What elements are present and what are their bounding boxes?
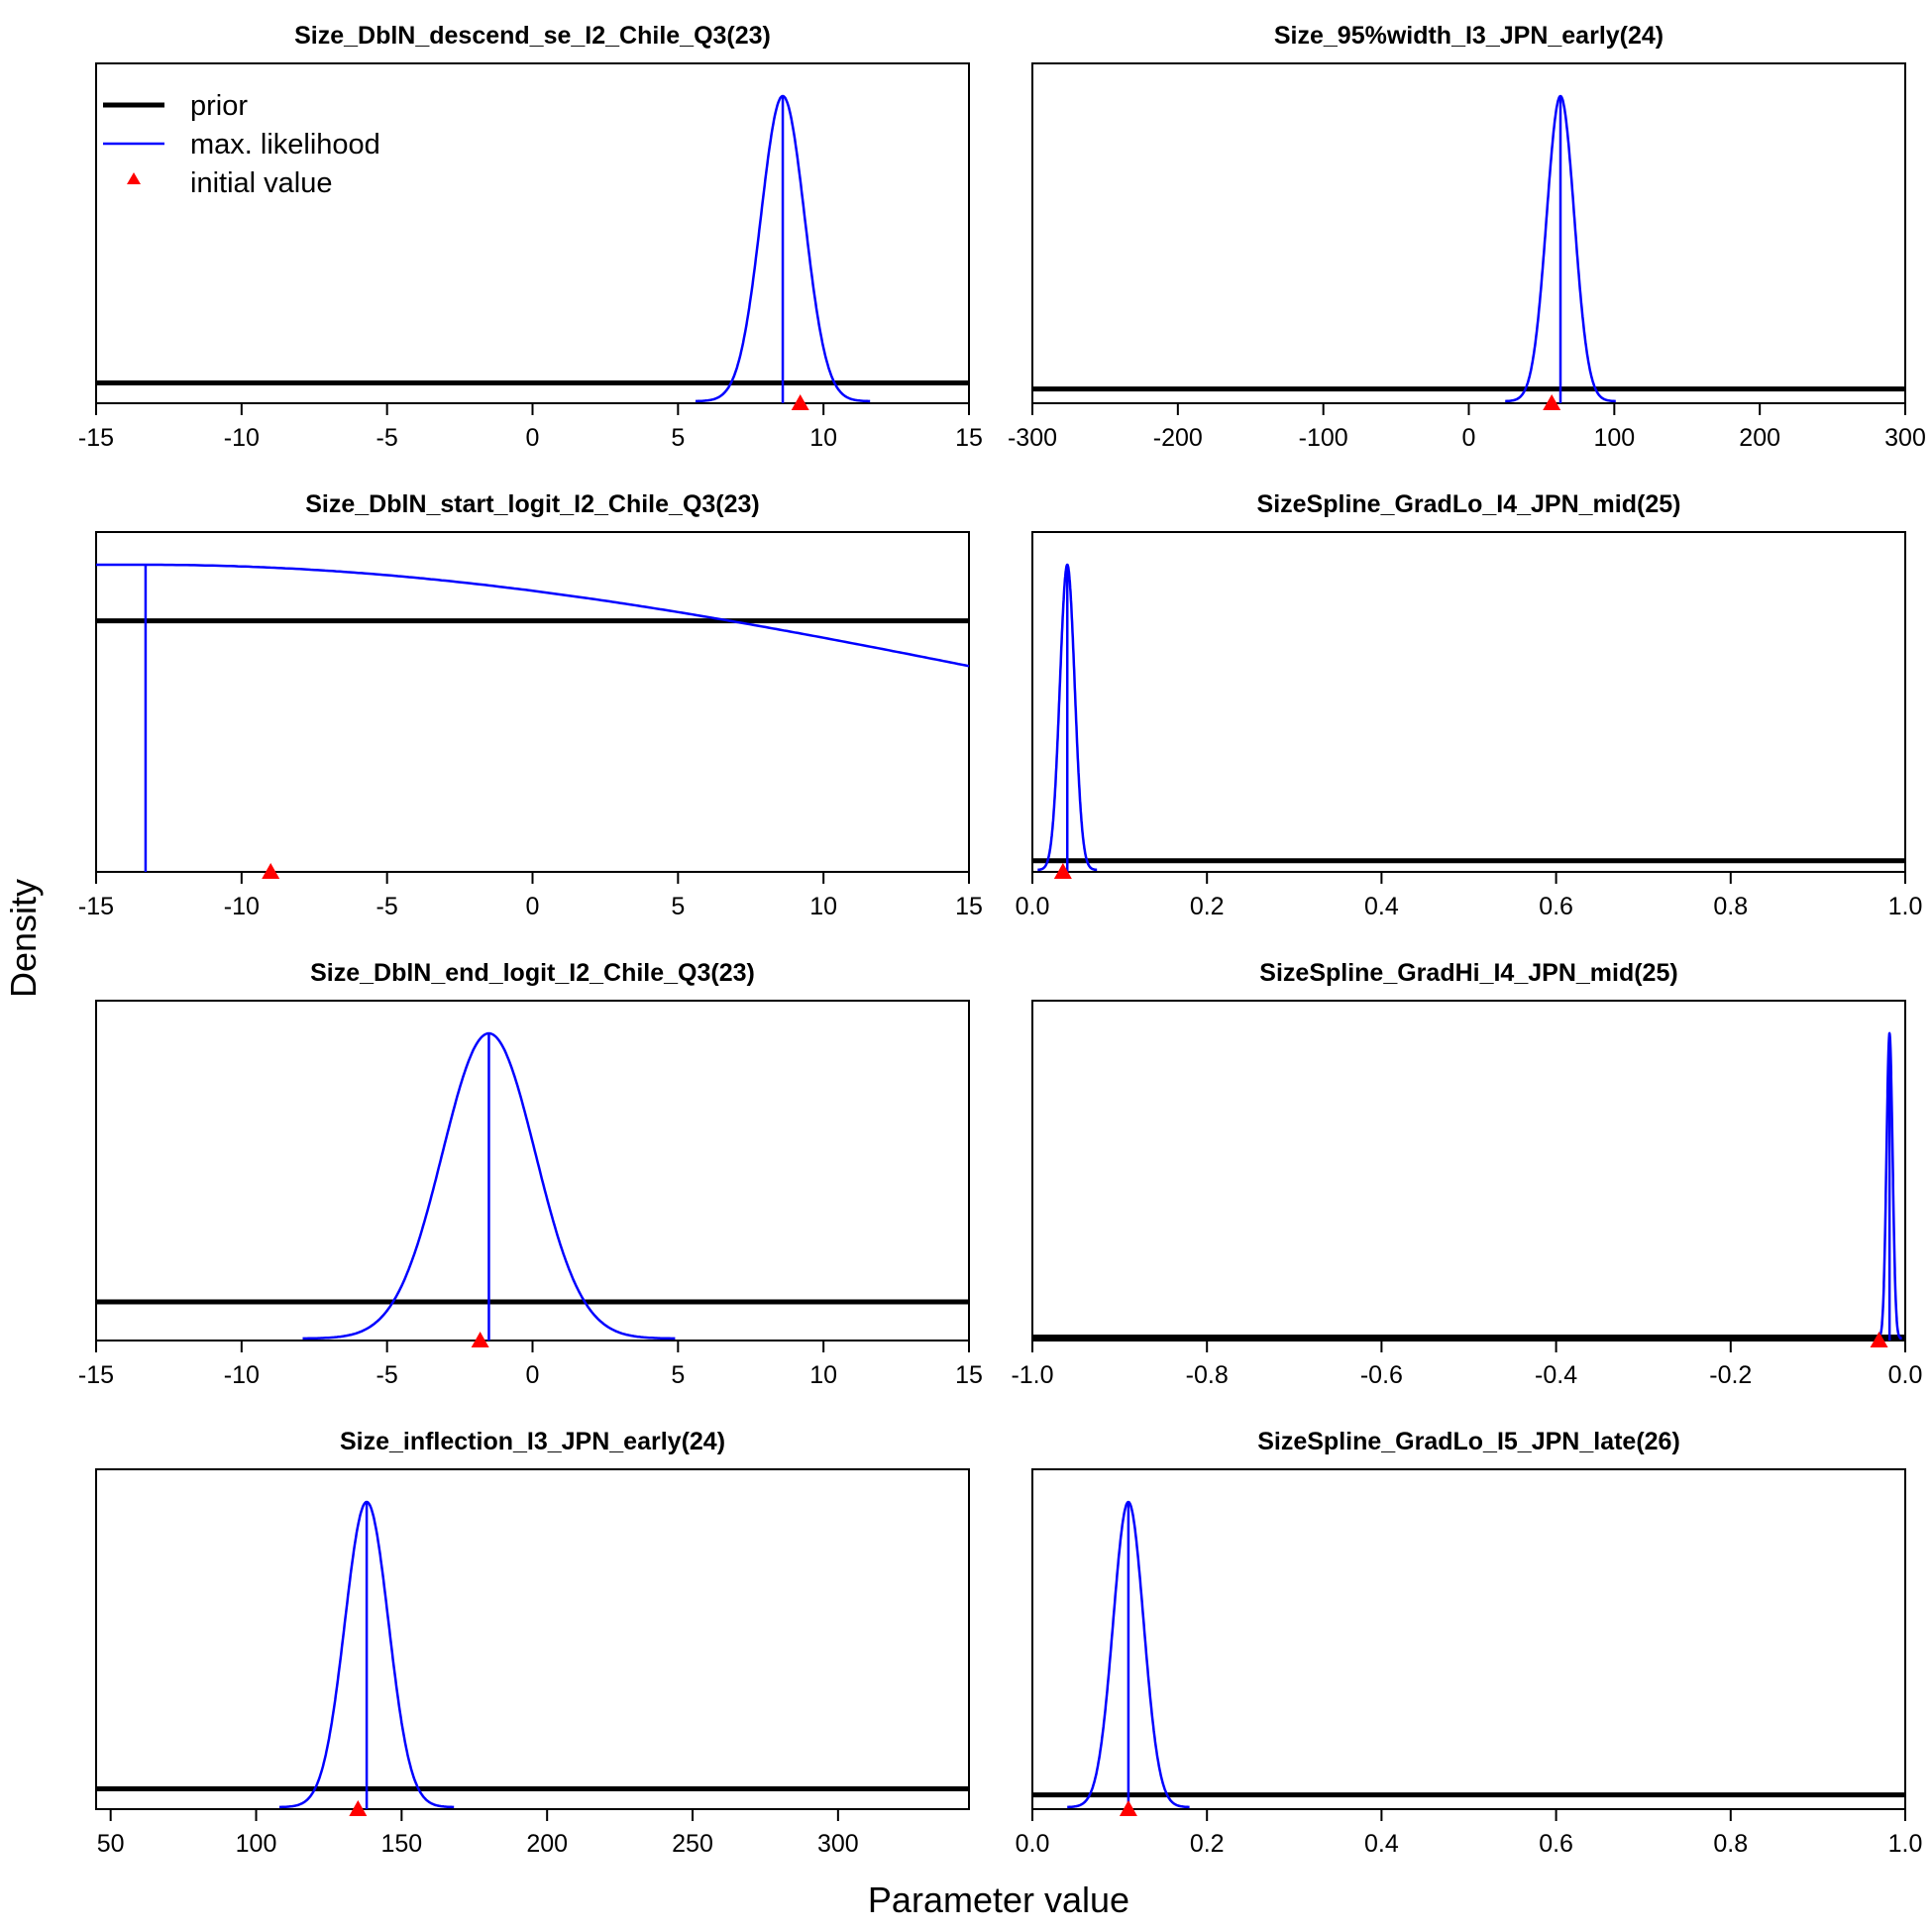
panel-7: Size_inflection_I3_JPN_early(24) 50 100 150… xyxy=(95,1428,970,1858)
x-axis-label: Parameter value xyxy=(868,1879,1129,1920)
x-tick-label: 10 xyxy=(809,1361,837,1389)
panel-6: SizeSpline_GradHi_I4_JPN_mid(25) -1.0 -0.8… xyxy=(1011,959,1922,1389)
x-tick-label: -5 xyxy=(376,424,398,452)
x-tick-label: 0.0 xyxy=(1016,893,1050,920)
x-tick-label: -15 xyxy=(78,424,114,452)
initial-value-marker xyxy=(471,1332,489,1347)
x-tick-label: 0.0 xyxy=(1888,1361,1923,1389)
plot-frame xyxy=(1031,1000,1906,1342)
initial-value-marker xyxy=(1053,863,1072,879)
mle-curve xyxy=(96,563,970,668)
x-tick-label: -0.4 xyxy=(1535,1361,1577,1389)
x-tick-label: -0.8 xyxy=(1186,1361,1229,1389)
plot-frame xyxy=(95,1468,970,1810)
x-tick-label: -200 xyxy=(1153,424,1203,452)
x-tick-label: -5 xyxy=(376,893,398,920)
x-tick-label: 0.8 xyxy=(1713,1830,1748,1858)
x-tick-label: 0 xyxy=(526,1361,540,1389)
legend-initial-label: initial value xyxy=(190,167,332,199)
x-tick-label: 15 xyxy=(955,893,983,920)
x-tick-label: 0.6 xyxy=(1539,1830,1573,1858)
x-tick-label: 100 xyxy=(1593,424,1635,452)
legend-initial-marker xyxy=(127,172,141,184)
x-tick-label: -0.6 xyxy=(1360,1361,1403,1389)
x-tick-label: 200 xyxy=(1739,424,1780,452)
panel-title: SizeSpline_GradLo_I4_JPN_mid(25) xyxy=(1257,490,1681,518)
x-tick-label: 5 xyxy=(671,424,685,452)
panel-3: Size_DblN_start_logit_I2_Chile_Q3(23) -15… xyxy=(78,490,983,920)
x-tick-label: 300 xyxy=(817,1830,859,1858)
x-tick-label: 0.2 xyxy=(1190,1830,1225,1858)
x-tick-label: 0.6 xyxy=(1539,893,1573,920)
initial-value-marker xyxy=(1870,1332,1888,1347)
x-tick-label: 1.0 xyxy=(1888,893,1923,920)
legend: prior max. likelihood initial value xyxy=(103,90,380,199)
x-tick-label: 0.8 xyxy=(1713,893,1748,920)
x-tick-label: 150 xyxy=(380,1830,422,1858)
panel-title: Size_DblN_descend_se_I2_Chile_Q3(23) xyxy=(294,22,771,50)
panel-2: Size_95%width_I3_JPN_early(24) -300 -200 -1… xyxy=(1008,22,1926,452)
x-tick-label: -1.0 xyxy=(1011,1361,1053,1389)
x-tick-label: 10 xyxy=(809,893,837,920)
panels: Size_DblN_descend_se_I2_Chile_Q3(23) -15 -… xyxy=(78,22,1926,1858)
x-tick-label: -100 xyxy=(1299,424,1348,452)
x-tick-label: 0.2 xyxy=(1190,893,1225,920)
plot-frame xyxy=(95,1000,970,1342)
x-tick-label: 5 xyxy=(671,893,685,920)
x-tick-label: -0.2 xyxy=(1709,1361,1752,1389)
x-tick-label: 300 xyxy=(1884,424,1926,452)
x-tick-label: -10 xyxy=(224,893,260,920)
x-tick-label: 0.0 xyxy=(1016,1830,1050,1858)
initial-value-marker xyxy=(791,394,809,410)
x-tick-label: -10 xyxy=(224,1361,260,1389)
x-tick-label: -300 xyxy=(1008,424,1057,452)
x-tick-label: 1.0 xyxy=(1888,1830,1923,1858)
plot-frame xyxy=(95,531,970,873)
y-axis-label: Density xyxy=(3,879,44,998)
x-tick-label: -10 xyxy=(224,424,260,452)
panel-title: SizeSpline_GradLo_I5_JPN_late(26) xyxy=(1257,1428,1680,1455)
x-tick-label: 0.4 xyxy=(1364,893,1399,920)
x-tick-label: 250 xyxy=(672,1830,713,1858)
x-tick-label: 5 xyxy=(671,1361,685,1389)
legend-mle-label: max. likelihood xyxy=(190,129,380,161)
x-tick-label: -15 xyxy=(78,1361,114,1389)
plot-frame xyxy=(1031,531,1906,873)
panel-title: Size_DblN_start_logit_I2_Chile_Q3(23) xyxy=(305,490,760,518)
initial-value-marker xyxy=(349,1800,368,1816)
x-tick-label: 10 xyxy=(809,424,837,452)
initial-value-marker xyxy=(262,863,280,879)
panel-title: SizeSpline_GradHi_I4_JPN_mid(25) xyxy=(1259,959,1677,987)
plot-frame xyxy=(1031,62,1906,404)
panel-8: SizeSpline_GradLo_I5_JPN_late(26) 0.0 0.2 0… xyxy=(1016,1428,1923,1858)
x-tick-label: 15 xyxy=(955,424,983,452)
x-tick-label: 0.4 xyxy=(1364,1830,1399,1858)
x-tick-label: 0 xyxy=(1462,424,1476,452)
plot-frame xyxy=(1031,1468,1906,1810)
x-tick-label: 50 xyxy=(97,1830,125,1858)
x-tick-label: -15 xyxy=(78,893,114,920)
initial-value-marker xyxy=(1543,394,1561,410)
panel-4: SizeSpline_GradLo_I4_JPN_mid(25) 0.0 0.2 0.… xyxy=(1016,490,1923,920)
panel-title: Size_inflection_I3_JPN_early(24) xyxy=(340,1428,725,1455)
legend-prior-label: prior xyxy=(190,90,248,122)
panel-title: Size_DblN_end_logit_I2_Chile_Q3(23) xyxy=(310,959,755,987)
x-tick-label: -5 xyxy=(376,1361,398,1389)
x-tick-label: 200 xyxy=(526,1830,568,1858)
x-tick-label: 0 xyxy=(526,893,540,920)
panel-5: Size_DblN_end_logit_I2_Chile_Q3(23) -15 -1… xyxy=(78,959,983,1389)
x-tick-label: 0 xyxy=(526,424,540,452)
initial-value-marker xyxy=(1119,1800,1137,1816)
panel-1: Size_DblN_descend_se_I2_Chile_Q3(23) -15 -… xyxy=(78,22,983,452)
x-tick-label: 100 xyxy=(236,1830,277,1858)
x-tick-label: 15 xyxy=(955,1361,983,1389)
panel-title: Size_95%width_I3_JPN_early(24) xyxy=(1274,22,1664,50)
